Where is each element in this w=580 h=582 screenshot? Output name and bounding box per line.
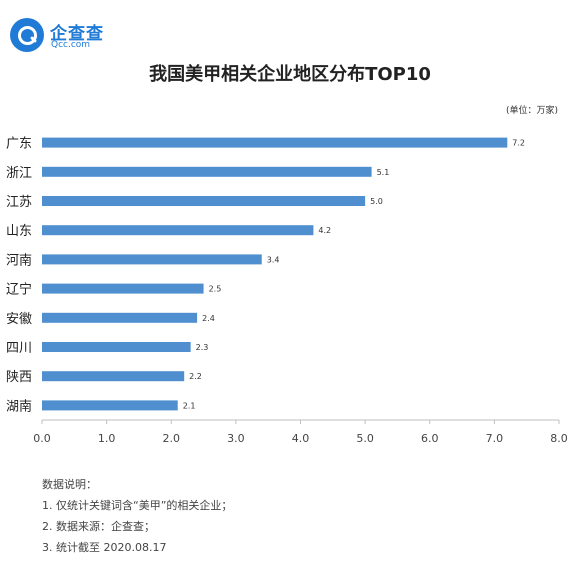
category-label: 辽宁 [6,282,32,298]
magnifier-logo-icon [10,18,44,52]
chart-title: 我国美甲相关企业地区分布TOP10 [149,64,431,85]
bar [42,137,508,148]
value-label: 3.4 [267,255,280,264]
brand-name: 企查查 [50,24,104,44]
unit-note: (单位：万家) [505,106,558,116]
bar [42,342,191,352]
category-label: 湖南 [6,398,32,414]
bar [42,196,366,206]
category-label: 江苏 [6,194,32,210]
note-item-3: 3. 统计截至 2020.08.17 [42,541,167,554]
x-tick-label: 7.0 [486,432,504,445]
category-label: 陕西 [6,370,32,385]
bar [42,283,204,294]
bar-chart: 广东 7.2 浙江 5.1 江苏 5.0 山东 4.2 河南 3.4 辽宁 2.5 安徽 2.4 四川 2.3… [6,137,568,445]
category-label: 广东 [6,137,32,152]
x-tick-label: 3.0 [227,432,245,445]
bar [42,254,262,265]
note-item-2: 2. 数据来源：企查查； [42,520,155,533]
x-tick-label: 0.0 [33,432,51,445]
bar [42,225,314,236]
x-tick-label: 6.0 [421,432,439,445]
notes-heading: 数据说明： [42,478,97,491]
bar [42,400,178,411]
value-label: 2.2 [189,372,202,381]
bar [42,312,198,323]
category-label: 河南 [6,252,32,268]
value-label: 2.1 [183,401,196,410]
data-notes: 数据说明： 1. 仅统计关键词含“美甲”的相关企业； 2. 数据来源：企查查； … [42,474,232,558]
category-label: 安徽 [6,312,32,327]
bar [42,371,185,382]
x-tick-label: 8.0 [550,432,568,445]
x-tick-label: 1.0 [98,432,116,445]
value-label: 5.0 [370,197,383,206]
value-label: 4.2 [318,226,331,235]
value-label: 5.1 [377,168,390,177]
value-label: 2.3 [196,343,209,352]
note-item-1: 1. 仅统计关键词含“美甲”的相关企业； [42,499,233,512]
qcc-logo: 企查查 Qcc.com [10,18,130,52]
x-tick-label: 4.0 [292,432,310,445]
category-label: 山东 [6,224,32,239]
x-tick-label: 5.0 [356,432,374,445]
bar [42,166,372,177]
category-label: 四川 [6,341,32,356]
brand-url: Qcc.com [51,40,91,50]
category-label: 浙江 [6,166,32,181]
value-label: 2.5 [209,285,222,294]
value-label: 2.4 [202,314,215,323]
x-tick-label: 2.0 [163,432,181,445]
value-label: 7.2 [512,139,525,148]
